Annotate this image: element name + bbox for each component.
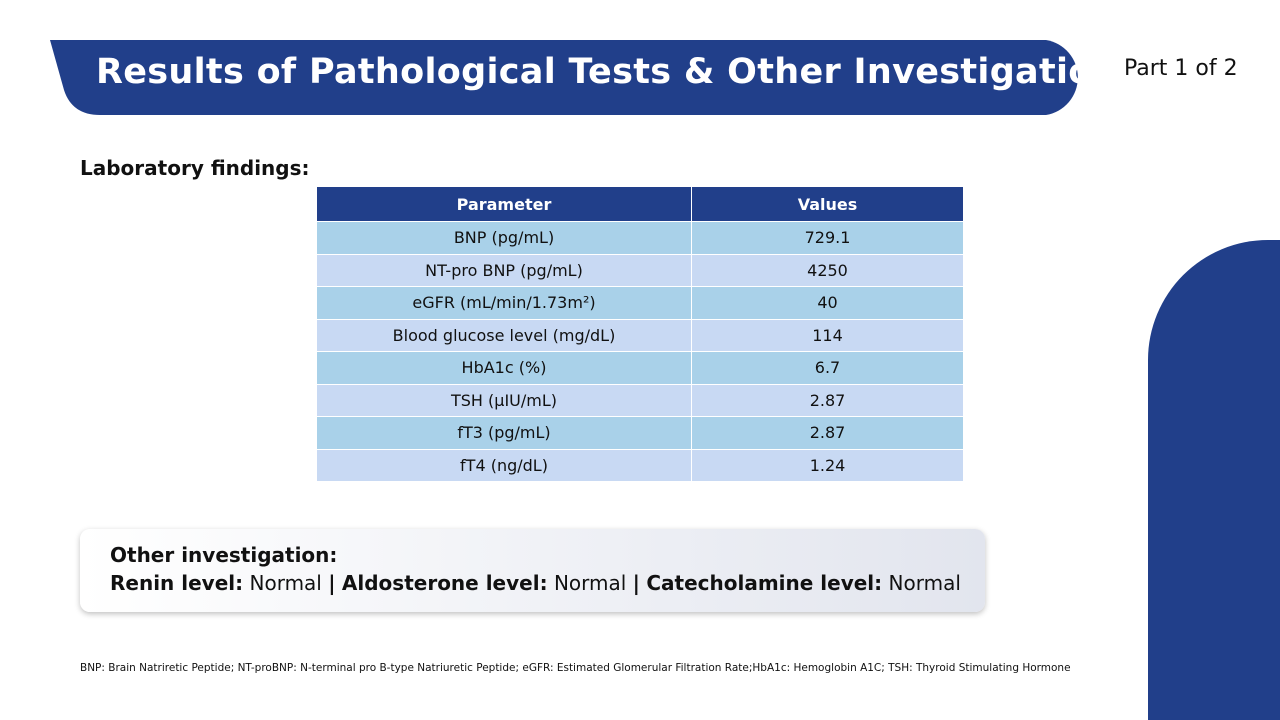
- parameter-cell: fT4 (ng/dL): [317, 448, 692, 481]
- title-banner: [50, 40, 1078, 115]
- table-row: BNP (pg/mL) 729.1: [317, 221, 963, 254]
- separator: |: [328, 571, 336, 595]
- column-header: Parameter: [317, 187, 692, 222]
- value-cell: 2.87: [691, 383, 963, 417]
- item-value: Normal: [553, 571, 627, 595]
- parameter-cell: eGFR (mL/min/1.73m²): [317, 286, 692, 319]
- item-label: Aldosterone level:: [341, 571, 548, 595]
- footnote: BNP: Brain Natriretic Peptide; NT-proBNP…: [80, 662, 1071, 674]
- part-label: Part 1 of 2: [1124, 56, 1238, 81]
- table-row: fT3 (pg/mL) 2.87: [317, 416, 963, 449]
- table-row: TSH (µIU/mL) 2.87: [317, 383, 963, 417]
- parameter-cell: NT-pro BNP (pg/mL): [317, 253, 692, 287]
- separator: |: [632, 571, 640, 595]
- side-shape: [1148, 240, 1280, 720]
- item-label: Catecholamine level:: [646, 571, 883, 595]
- value-cell: 6.7: [691, 351, 963, 384]
- table-header: Parameter Values: [317, 187, 963, 222]
- table-row: Blood glucose level (mg/dL) 114: [317, 318, 963, 352]
- other-line: Renin level: Normal | Aldosterone level:…: [110, 571, 961, 595]
- other-title: Other investigation:: [110, 543, 338, 567]
- value-cell: 40: [691, 286, 963, 319]
- item-value: Normal: [888, 571, 961, 595]
- value-cell: 1.24: [691, 448, 963, 481]
- table-row: HbA1c (%) 6.7: [317, 351, 963, 384]
- lab-table: Parameter Values BNP (pg/mL) 729.1 NT-pro B…: [317, 187, 963, 481]
- value-cell: 729.1: [691, 221, 963, 254]
- value-cell: 114: [691, 318, 963, 352]
- item-label: Renin level:: [110, 571, 244, 595]
- title: Results of Pathological Tests & Other In…: [96, 52, 1139, 92]
- parameter-cell: HbA1c (%): [317, 351, 692, 384]
- value-cell: 2.87: [691, 416, 963, 449]
- value-cell: 4250: [691, 253, 963, 287]
- table-body: BNP (pg/mL) 729.1 NT-pro BNP (pg/mL) 4250 eG…: [317, 221, 963, 481]
- item-value: Normal: [249, 571, 322, 595]
- table-row: eGFR (mL/min/1.73m²) 40: [317, 286, 963, 319]
- table-row: NT-pro BNP (pg/mL) 4250: [317, 253, 963, 287]
- column-header: Values: [691, 187, 963, 222]
- section-title: Laboratory findings:: [80, 156, 310, 180]
- parameter-cell: BNP (pg/mL): [317, 221, 692, 254]
- other-box: Other investigation: Renin level: Normal…: [80, 529, 985, 612]
- table-row: fT4 (ng/dL) 1.24: [317, 448, 963, 481]
- parameter-cell: fT3 (pg/mL): [317, 416, 692, 449]
- parameter-cell: Blood glucose level (mg/dL): [317, 318, 692, 352]
- parameter-cell: TSH (µIU/mL): [317, 383, 692, 417]
